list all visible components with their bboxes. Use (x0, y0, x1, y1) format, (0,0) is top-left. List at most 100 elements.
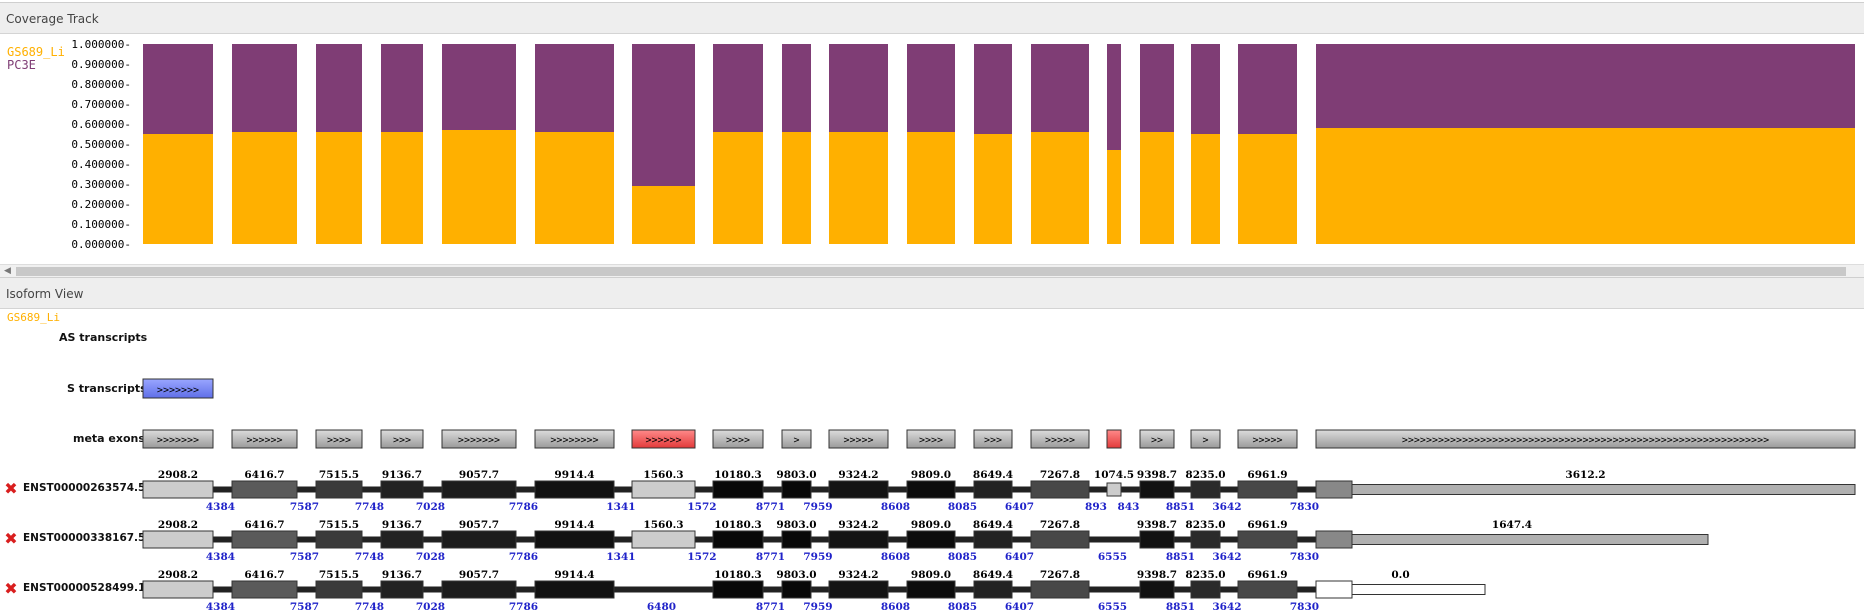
transcript-exon (380, 530, 424, 549)
transcript-exon (1139, 530, 1175, 549)
junction-count-label: 6480 (647, 601, 676, 613)
exon-expression-label: 7267.8 (1040, 569, 1080, 581)
junction-count-label: 3642 (1212, 601, 1241, 613)
transcript-exon (631, 480, 696, 499)
exon-expression-label: 9324.2 (838, 569, 878, 581)
junction-count-label: 8851 (1166, 501, 1195, 513)
transcript-exon (231, 580, 298, 599)
junction-count-label: 8608 (881, 601, 910, 613)
exon-expression-label: 9914.4 (554, 569, 594, 581)
exon-expression-label: 3612.2 (1565, 469, 1605, 481)
exon-expression-label: 8235.0 (1185, 569, 1225, 581)
junction-count-label: 7959 (803, 501, 832, 513)
y-tick-label: 0.400000- (71, 158, 131, 171)
junction-count-label: 8608 (881, 551, 910, 563)
meta-exon-arrows: >>>>>> (246, 435, 282, 446)
exon-expression-label: 9136.7 (382, 569, 422, 581)
transcript-utr (1351, 534, 1709, 545)
transcript-exon (231, 480, 298, 499)
transcript-exon (1030, 580, 1090, 599)
exon-expression-label: 9324.2 (838, 519, 878, 531)
transcript-exon (231, 530, 298, 549)
meta-exon-arrows: >>>>>>>>>>>>>>>>>>>>>>>>>>>>>>>>>>>>>>>>… (1402, 435, 1769, 446)
junction-count-label: 3642 (1212, 501, 1241, 513)
exon-expression-label: 8649.4 (973, 519, 1013, 531)
exon-expression-label: 9324.2 (838, 469, 878, 481)
coverage-bar-gs689 (1107, 150, 1121, 244)
y-tick-label: 0.900000- (71, 58, 131, 71)
exon-expression-label: 1074.5 (1094, 469, 1134, 481)
exon-expression-label: 6416.7 (244, 469, 284, 481)
exon-expression-label: 9914.4 (554, 519, 594, 531)
exon-expression-label: 9803.0 (776, 519, 816, 531)
meta-exon-arrows: > (793, 435, 799, 446)
meta-exon-arrows: >> (1151, 435, 1163, 446)
transcript-exon (315, 580, 363, 599)
meta-exon-arrows: >>>>>>>> (550, 435, 598, 446)
transcript-exon (380, 580, 424, 599)
meta-exon (1190, 429, 1221, 449)
transcript-exon (973, 530, 1013, 549)
transcript-exon (973, 480, 1013, 499)
transcript-exon (781, 480, 812, 499)
meta-exon (534, 429, 615, 449)
junction-count-label: 8085 (948, 601, 977, 613)
junction-count-label: 843 (1118, 501, 1140, 513)
junction-count-label: 7028 (416, 551, 445, 563)
junction-count-label: 893 (1085, 501, 1107, 513)
coverage-track-header: Coverage Track (0, 2, 1864, 34)
transcript-name[interactable]: ENST00000338167.5 (23, 532, 146, 544)
transcript-exon (534, 580, 615, 599)
transcript-exon (1190, 580, 1221, 599)
meta-exon (315, 429, 363, 449)
scroll-left-icon[interactable]: ◀ (4, 266, 11, 276)
meta-exon (973, 429, 1013, 449)
exon-expression-label: 9914.4 (554, 469, 594, 481)
remove-transcript-icon[interactable]: ✖ (4, 479, 18, 498)
coverage-bar-gs689 (381, 132, 423, 244)
scrollbar-thumb[interactable] (16, 267, 1846, 276)
junction-count-label: 7748 (355, 551, 384, 563)
y-tick-label: 0.200000- (71, 198, 131, 211)
transcript-exon (315, 530, 363, 549)
meta-exon (1139, 429, 1175, 449)
junction-count-label: 1572 (687, 501, 716, 513)
meta-exon-arrows: >>>>>>> (157, 435, 199, 446)
exon-expression-label: 9809.0 (911, 519, 951, 531)
exon-expression-label: 6961.9 (1247, 569, 1287, 581)
meta-exon-arrows: >>>>>>> (458, 435, 500, 446)
transcript-exon (781, 530, 812, 549)
junction-count-label: 7587 (290, 601, 319, 613)
y-tick-label: 0.700000- (71, 98, 131, 111)
transcript-exon (441, 580, 517, 599)
remove-transcript-icon[interactable]: ✖ (4, 579, 18, 598)
junction-count-label: 7028 (416, 501, 445, 513)
coverage-bar-gs689 (1031, 132, 1089, 244)
y-tick-label: 0.100000- (71, 218, 131, 231)
junction-count-label: 7959 (803, 601, 832, 613)
junction-count-label: 4384 (206, 601, 235, 613)
transcript-utr (1351, 484, 1856, 495)
transcript-name[interactable]: ENST00000528499.1 (23, 582, 146, 594)
remove-transcript-icon[interactable]: ✖ (4, 529, 18, 548)
transcript-exon (1315, 480, 1353, 499)
junction-count-label: 8085 (948, 501, 977, 513)
meta-exon (828, 429, 889, 449)
transcript-exon (712, 580, 764, 599)
transcript-exon (1190, 480, 1221, 499)
transcript-exon (781, 580, 812, 599)
junction-count-label: 7830 (1290, 601, 1319, 613)
transcript-exon (906, 480, 956, 499)
meta-exon-arrows: >>>> (726, 435, 750, 446)
junction-count-label: 7587 (290, 551, 319, 563)
exon-expression-label: 2908.2 (158, 469, 198, 481)
junction-count-label: 8771 (756, 551, 785, 563)
transcript-name[interactable]: ENST00000263574.5 (23, 482, 146, 494)
exon-expression-label: 9136.7 (382, 519, 422, 531)
meta-exon-arrows: > (1202, 435, 1208, 446)
exon-expression-label: 9809.0 (911, 469, 951, 481)
meta-exon (712, 429, 764, 449)
junction-count-label: 3642 (1212, 551, 1241, 563)
meta-exon-arrows: >>>>> (843, 435, 873, 446)
